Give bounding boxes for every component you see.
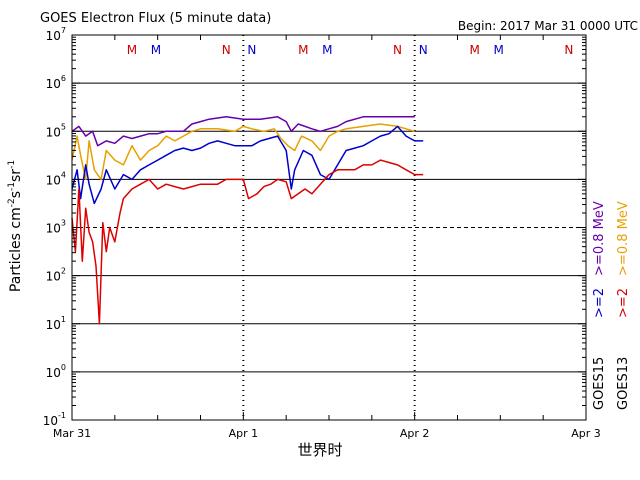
event-marker-label: M <box>127 43 137 57</box>
x-tick-label: Apr 1 <box>229 427 259 440</box>
y-axis-title: Particles cm-2s-1sr-1 <box>7 160 24 292</box>
y-tick-label-exp: 2 <box>61 267 66 276</box>
event-marker-label: M <box>322 43 332 57</box>
legend-series-label: >=2 <box>592 288 607 318</box>
x-axis-title: 世界时 <box>297 441 342 459</box>
legend-series-label: >=0.8 MeV <box>592 201 607 276</box>
y-tick-label: 101 <box>46 315 66 332</box>
y-tick-label: 105 <box>46 122 66 139</box>
y-tick-label-exp: 4 <box>61 170 66 179</box>
y-tick-label-base: 10 <box>46 77 61 91</box>
event-marker-label: N <box>564 43 573 57</box>
y-tick-label-base: 10 <box>46 222 61 236</box>
event-marker-label: N <box>393 43 402 57</box>
legend-series-label: >=2 <box>616 288 631 318</box>
event-marker-label: N <box>419 43 428 57</box>
y-tick-label-exp: 6 <box>61 74 66 83</box>
y-axis-title-sup3: -1 <box>7 160 17 169</box>
series-line <box>71 125 424 205</box>
y-tick-label-base: 10 <box>46 318 61 332</box>
y-axis-title-mid1: s <box>8 191 24 198</box>
y-tick-label-base: 10 <box>46 173 61 187</box>
y-tick-label-exp: 3 <box>61 219 66 228</box>
begin-label: Begin: 2017 Mar 31 0000 UTC <box>458 19 638 33</box>
y-tick-label: 103 <box>46 219 66 236</box>
y-tick-label: 106 <box>46 74 66 91</box>
event-marker-label: M <box>151 43 161 57</box>
event-marker-label: M <box>298 43 308 57</box>
x-axis-ticks: Mar 31 Apr 1 Apr 2 Apr 3 <box>53 35 601 440</box>
y-axis-title-base: Particles cm <box>8 207 24 292</box>
y-tick-label: 107 <box>46 26 66 43</box>
legend-series-labels: >=2 >=0.8 MeV <box>616 201 631 318</box>
y-axis-title-mid2: sr <box>8 169 24 182</box>
legend-group-label: GOES15 <box>592 357 607 410</box>
y-tick-label: 100 <box>46 363 66 380</box>
x-tick-label: Mar 31 <box>53 427 91 440</box>
event-marker-label: M <box>469 43 479 57</box>
y-tick-label-base: 10 <box>46 366 61 380</box>
y-tick-label-base: 10 <box>43 414 58 428</box>
legend-group-label: GOES13 <box>616 357 631 410</box>
legend-series-label: >=0.8 MeV <box>616 201 631 276</box>
gridlines <box>72 35 586 420</box>
x-tick-label: Apr 2 <box>400 427 430 440</box>
y-tick-label-exp: 0 <box>61 363 66 372</box>
y-tick-label: 10-1 <box>43 411 66 428</box>
y-tick-label-base: 10 <box>46 29 61 43</box>
y-tick-label-exp: 7 <box>61 26 66 35</box>
series-line <box>71 123 415 181</box>
event-marker-label: N <box>247 43 256 57</box>
y-tick-label: 104 <box>46 170 66 187</box>
y-tick-label-base: 10 <box>46 270 61 284</box>
legend: GOES15 >=2 >=0.8 MeV GOES13 >=2 >=0.8 MeV <box>592 201 631 410</box>
y-tick-label-exp: 5 <box>61 122 66 131</box>
legend-series-labels: >=2 >=0.8 MeV <box>592 201 607 318</box>
y-tick-label-base: 10 <box>46 125 61 139</box>
series-line <box>71 116 415 147</box>
series-line <box>71 159 424 325</box>
y-tick-label-exp: 1 <box>61 315 66 324</box>
x-tick-label: Apr 3 <box>571 427 601 440</box>
y-tick-label: 102 <box>46 267 66 284</box>
event-marker-label: N <box>222 43 231 57</box>
y-axis-title-sup2: -1 <box>7 182 17 191</box>
y-axis-title-sup1: -2 <box>7 198 17 207</box>
event-marker-label: M <box>493 43 503 57</box>
y-tick-label-exp: -1 <box>58 411 66 420</box>
data-series <box>71 116 424 325</box>
chart-title: GOES Electron Flux (5 minute data) <box>40 11 271 26</box>
